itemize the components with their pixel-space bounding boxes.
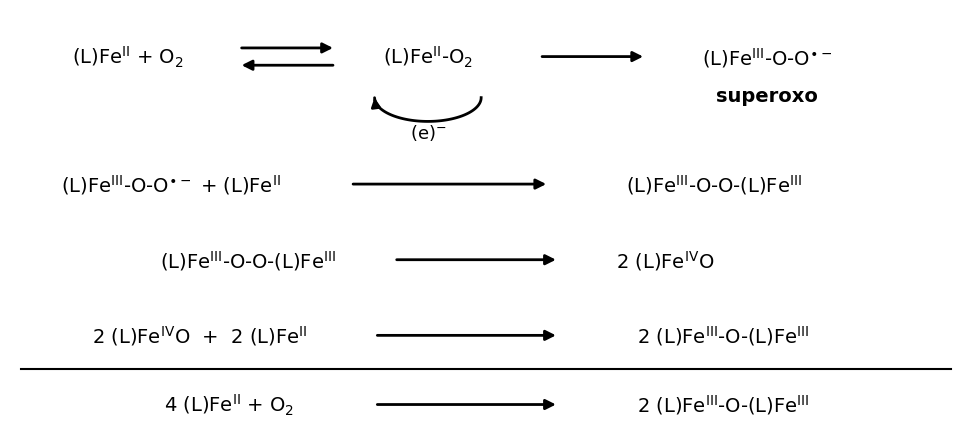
Text: (L)Fe$^{\mathregular{III}}$-O-O$^{\bullet-}$ + (L)Fe$^{\mathregular{II}}$: (L)Fe$^{\mathregular{III}}$-O-O$^{\bulle… [61, 173, 281, 197]
Text: (L)Fe$^{\mathregular{III}}$-O-O$^{\bullet-}$: (L)Fe$^{\mathregular{III}}$-O-O$^{\bulle… [702, 46, 832, 69]
Text: (e)$^{-}$: (e)$^{-}$ [409, 123, 446, 143]
Text: 4 (L)Fe$^{\mathregular{II}}$ + O$_2$: 4 (L)Fe$^{\mathregular{II}}$ + O$_2$ [164, 392, 295, 417]
Text: (L)Fe$^{\mathregular{III}}$-O-O-(L)Fe$^{\mathregular{III}}$: (L)Fe$^{\mathregular{III}}$-O-O-(L)Fe$^{… [626, 173, 802, 197]
Text: 2 (L)Fe$^{\mathregular{III}}$-O-(L)Fe$^{\mathregular{III}}$: 2 (L)Fe$^{\mathregular{III}}$-O-(L)Fe$^{… [638, 324, 810, 348]
Text: (L)Fe$^{\mathregular{II}}$-O$_2$: (L)Fe$^{\mathregular{II}}$-O$_2$ [383, 45, 472, 70]
Text: 2 (L)Fe$^{\mathregular{IV}}$O: 2 (L)Fe$^{\mathregular{IV}}$O [616, 248, 714, 272]
Text: (L)Fe$^{\mathregular{III}}$-O-O-(L)Fe$^{\mathregular{III}}$: (L)Fe$^{\mathregular{III}}$-O-O-(L)Fe$^{… [160, 248, 336, 272]
Text: superoxo: superoxo [716, 87, 818, 106]
Text: 2 (L)Fe$^{\mathregular{IV}}$O  +  2 (L)Fe$^{\mathregular{II}}$: 2 (L)Fe$^{\mathregular{IV}}$O + 2 (L)Fe$… [92, 324, 308, 348]
Text: (L)Fe$^{\mathregular{II}}$ + O$_2$: (L)Fe$^{\mathregular{II}}$ + O$_2$ [72, 45, 183, 70]
Text: 2 (L)Fe$^{\mathregular{III}}$-O-(L)Fe$^{\mathregular{III}}$: 2 (L)Fe$^{\mathregular{III}}$-O-(L)Fe$^{… [638, 393, 810, 417]
